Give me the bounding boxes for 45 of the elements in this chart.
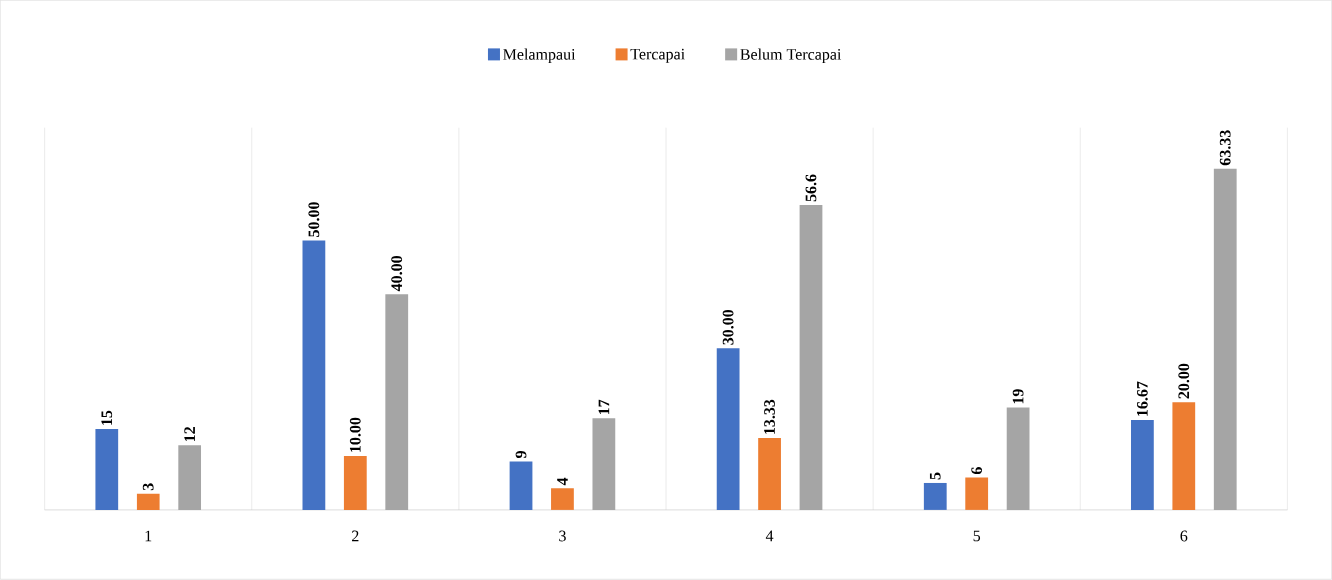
bar [302, 240, 326, 511]
bar [1006, 407, 1030, 511]
legend-label: Melampaui [503, 48, 576, 64]
data-label: 56.6 [805, 174, 817, 202]
x-tick-label: 1 [145, 530, 152, 542]
data-label: 30.00 [722, 310, 734, 345]
data-label: 6 [971, 467, 983, 475]
bar [343, 456, 367, 511]
bar [178, 445, 202, 511]
bar [923, 483, 947, 511]
bar [385, 294, 409, 511]
legend-label: Tercapai [630, 48, 685, 63]
x-tick-label: 3 [559, 530, 566, 542]
bar [551, 488, 574, 511]
data-label: 19 [1012, 389, 1024, 404]
bar [95, 429, 119, 511]
bar [1131, 420, 1154, 511]
data-label: 10.00 [349, 417, 361, 453]
data-label: 13.33 [764, 399, 775, 435]
bar [758, 438, 781, 511]
bar [1213, 168, 1237, 511]
data-label: 15 [101, 410, 113, 426]
bar [509, 461, 533, 511]
data-label: 9 [515, 451, 527, 459]
bar [716, 348, 740, 511]
bar [799, 205, 823, 511]
legend-label: Belum Tercapai [740, 48, 842, 64]
data-label: 16.67 [1136, 381, 1148, 417]
data-label: 3 [142, 483, 154, 491]
data-label: 17 [598, 399, 610, 415]
bar [1172, 402, 1196, 511]
data-label: 40.00 [391, 256, 403, 292]
data-label: 4 [557, 477, 568, 486]
bar [592, 418, 616, 511]
data-label: 5 [929, 472, 941, 480]
data-label: 63.33 [1219, 130, 1231, 166]
x-tick-label: 5 [973, 530, 981, 542]
bar [136, 493, 160, 511]
x-tick-label: 4 [765, 530, 774, 542]
data-label: 12 [184, 427, 195, 442]
data-label: 50.00 [308, 202, 320, 238]
data-label: 20.00 [1178, 364, 1190, 399]
bar [965, 477, 989, 511]
x-tick-label: 6 [1180, 530, 1188, 542]
x-tick-label: 2 [352, 530, 359, 542]
